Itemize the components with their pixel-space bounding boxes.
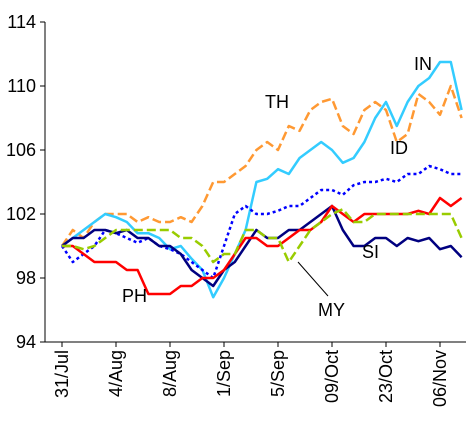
series-label: PH	[122, 286, 147, 306]
x-tick-label: 1/Sep	[214, 350, 234, 397]
leader-line	[297, 261, 329, 297]
series-line	[61, 60, 463, 299]
y-tick-label: 98	[16, 268, 36, 288]
series-label: SI	[362, 242, 379, 262]
y-tick-label: 102	[6, 204, 36, 224]
series-line	[61, 204, 463, 288]
series-label: ID	[390, 138, 408, 158]
y-tick-label: 114	[7, 12, 36, 32]
series-line	[60, 164, 462, 280]
x-tick-label: 8/Aug	[160, 350, 180, 397]
x-tick-label: 5/Sep	[268, 350, 288, 397]
series-line	[62, 196, 463, 296]
series-label: TH	[265, 92, 289, 112]
series-label: IN	[414, 54, 432, 74]
x-tick-label: 31/Jul	[52, 350, 72, 398]
series-line	[60, 84, 463, 247]
x-tick-label: 06/Nov	[430, 350, 450, 407]
series-label: MY	[318, 300, 345, 320]
y-tick-label: 94	[16, 332, 36, 352]
y-tick-label: 110	[7, 76, 36, 96]
series-line	[62, 207, 463, 264]
x-tick-label: 09/Oct	[322, 350, 342, 403]
x-tick-label: 4/Aug	[106, 350, 126, 397]
y-tick-label: 106	[6, 140, 36, 160]
x-tick-label: 23/Oct	[376, 350, 396, 403]
